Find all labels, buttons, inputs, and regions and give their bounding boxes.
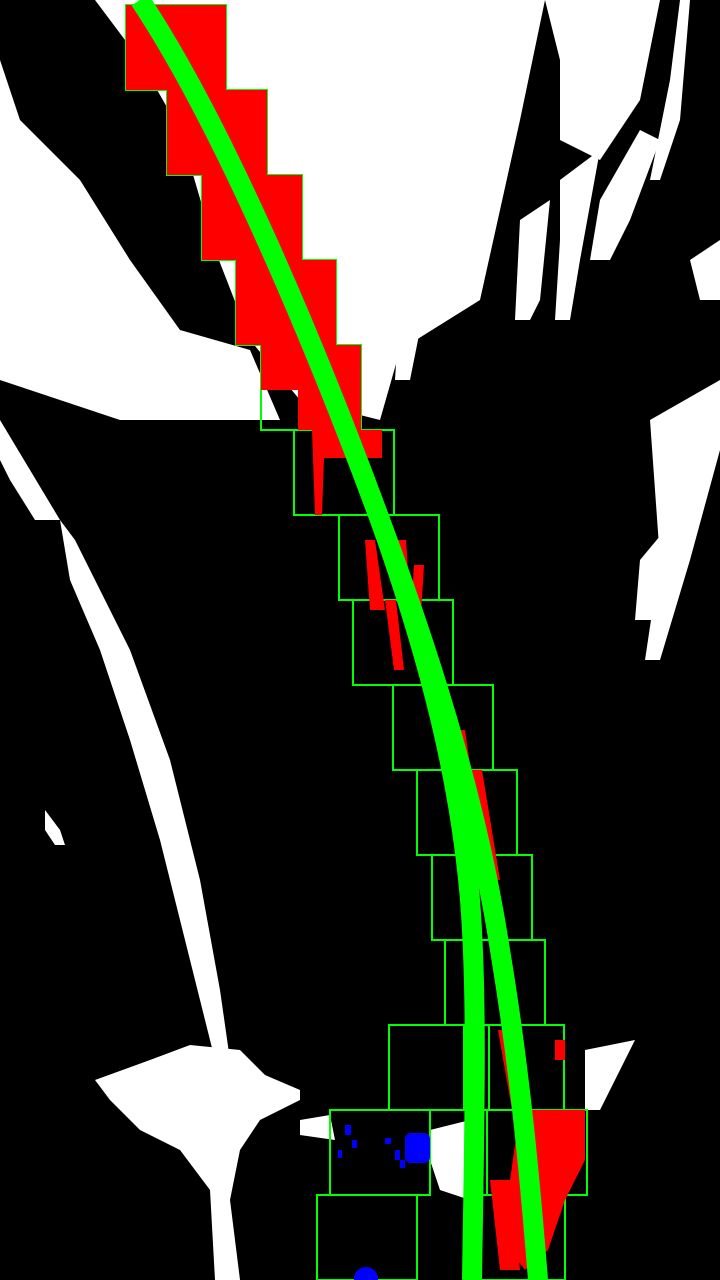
lane-pixel-dot [555, 1040, 565, 1060]
lane-pixel-dot [352, 1140, 357, 1148]
lane-pixel-dot [338, 1150, 342, 1158]
lane-pixel-streak [385, 600, 404, 670]
lane-pixel-block [405, 1133, 430, 1163]
fitted-curve-outer [131, 0, 548, 1280]
lane-pixel-streak [490, 1180, 520, 1270]
lane-pixel-dot [385, 1138, 391, 1144]
lane-pixel-streak [365, 540, 385, 610]
lane-pixel-dot [345, 1125, 351, 1135]
lane-pixel-dot [354, 1267, 378, 1280]
lane-pixel-dot [400, 1160, 405, 1168]
search-window [316, 1194, 418, 1280]
lane-pixels-left [338, 1125, 430, 1280]
lane-pixel-dot [395, 1150, 400, 1160]
lane-pixel-streak [312, 430, 325, 515]
search-window [388, 1024, 490, 1111]
fitted-lane-curves [131, 0, 548, 1280]
